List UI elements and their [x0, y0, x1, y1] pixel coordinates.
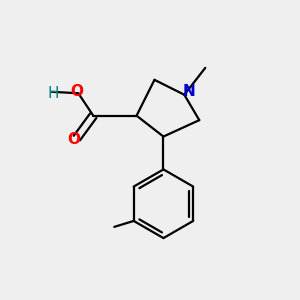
Text: H: H [47, 86, 59, 101]
Text: O: O [70, 84, 83, 99]
Text: O: O [68, 132, 80, 147]
Text: N: N [182, 84, 195, 99]
